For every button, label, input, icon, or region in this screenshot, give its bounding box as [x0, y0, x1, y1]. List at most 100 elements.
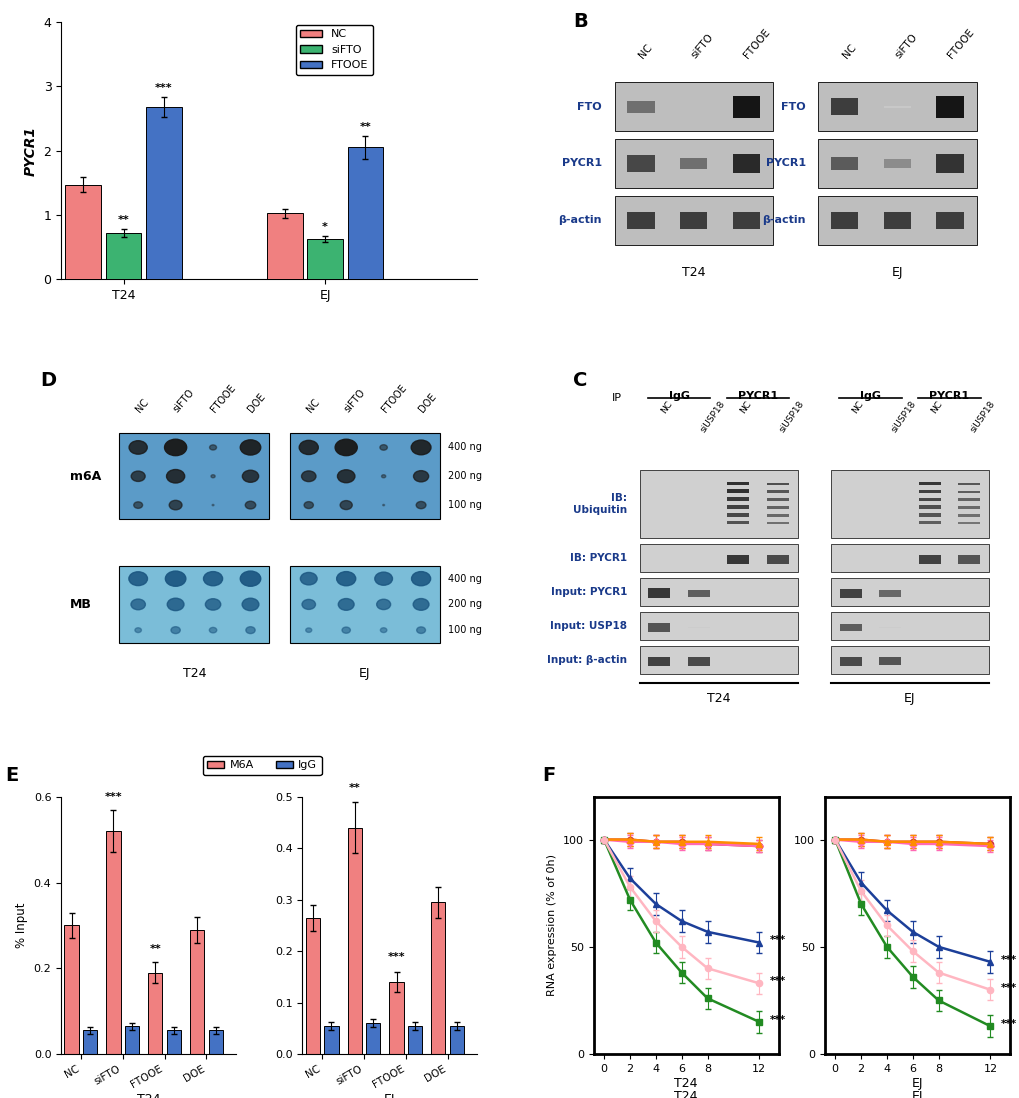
Bar	[839, 624, 861, 631]
Text: FTOOE: FTOOE	[945, 27, 975, 60]
Text: PYCR1: PYCR1	[928, 391, 969, 402]
Text: 100 ng: 100 ng	[447, 625, 482, 635]
Circle shape	[205, 598, 220, 610]
Text: Input: USP18: Input: USP18	[549, 621, 627, 631]
Circle shape	[413, 471, 428, 482]
Bar	[766, 506, 788, 508]
Circle shape	[304, 502, 313, 508]
Text: FTOOE: FTOOE	[209, 383, 237, 414]
Circle shape	[135, 628, 142, 632]
Text: siUSP18: siUSP18	[890, 399, 917, 434]
Text: ***: ***	[1000, 983, 1016, 993]
Text: ***: ***	[1000, 955, 1016, 965]
Text: IgG: IgG	[859, 391, 880, 402]
Text: siFTO: siFTO	[341, 388, 367, 414]
Text: NC: NC	[840, 43, 857, 60]
Bar	[190, 930, 204, 1054]
Bar	[289, 565, 439, 643]
Text: ***: ***	[105, 792, 122, 802]
Text: 400 ng: 400 ng	[447, 573, 482, 584]
Bar	[839, 589, 861, 598]
Circle shape	[209, 627, 217, 632]
Text: PYCR1: PYCR1	[765, 158, 805, 168]
Bar	[106, 233, 141, 279]
Text: **: **	[117, 215, 129, 225]
Circle shape	[374, 572, 392, 585]
Bar	[648, 589, 669, 598]
Circle shape	[242, 598, 259, 610]
Text: EJ: EJ	[903, 693, 915, 705]
Bar	[324, 1026, 338, 1054]
Circle shape	[380, 628, 386, 632]
Bar	[347, 147, 383, 279]
Bar	[148, 973, 162, 1054]
Circle shape	[246, 627, 255, 634]
Text: 400 ng: 400 ng	[447, 442, 482, 452]
Text: ***: ***	[769, 1015, 785, 1024]
Bar	[830, 157, 858, 170]
Circle shape	[339, 501, 352, 509]
Bar	[918, 522, 940, 525]
Bar	[766, 522, 788, 525]
Bar	[918, 497, 940, 501]
Text: 100 ng: 100 ng	[447, 500, 482, 511]
Circle shape	[240, 571, 261, 586]
Bar	[727, 554, 749, 564]
Bar	[106, 831, 120, 1054]
Text: **: **	[149, 944, 161, 954]
Legend: M6A, IgG: M6A, IgG	[203, 755, 321, 775]
Text: FTOOE: FTOOE	[379, 383, 408, 414]
Text: β-actin: β-actin	[558, 215, 601, 225]
X-axis label: T24: T24	[674, 1076, 697, 1089]
Bar	[65, 184, 101, 279]
Bar	[680, 105, 706, 109]
Bar	[830, 646, 988, 674]
Bar	[639, 613, 797, 640]
Bar	[958, 514, 979, 517]
Bar	[389, 982, 404, 1054]
Bar	[289, 433, 439, 519]
Text: FTO: FTO	[577, 102, 601, 112]
Circle shape	[211, 474, 215, 478]
Bar	[727, 497, 749, 501]
Text: siUSP18: siUSP18	[777, 399, 805, 434]
Text: IP: IP	[611, 393, 621, 403]
Circle shape	[302, 471, 316, 482]
Bar	[958, 522, 979, 525]
Circle shape	[299, 440, 318, 455]
Bar	[613, 195, 772, 245]
Bar	[958, 556, 979, 563]
Bar	[918, 505, 940, 508]
Bar	[935, 155, 963, 172]
Circle shape	[212, 504, 214, 506]
Bar	[878, 590, 900, 597]
Circle shape	[209, 445, 216, 450]
Bar	[627, 101, 654, 113]
Bar	[766, 482, 788, 485]
Bar	[648, 657, 669, 666]
Bar	[727, 482, 749, 485]
Y-axis label: RNA expression (% of 0h): RNA expression (% of 0h)	[547, 854, 557, 996]
Text: T24: T24	[706, 693, 730, 705]
Bar	[648, 624, 669, 631]
Bar	[766, 514, 788, 517]
Bar	[64, 926, 78, 1054]
Bar	[639, 470, 797, 538]
Bar	[627, 212, 654, 228]
Text: Input: β-actin: Input: β-actin	[546, 656, 627, 665]
Circle shape	[171, 627, 180, 634]
Bar	[882, 212, 910, 228]
Text: m6A: m6A	[69, 470, 101, 483]
Bar	[830, 545, 988, 572]
Bar	[882, 105, 910, 108]
Text: siUSP18: siUSP18	[698, 399, 727, 434]
Bar	[449, 1026, 464, 1054]
Text: FTO: FTO	[781, 102, 805, 112]
Circle shape	[376, 600, 390, 609]
Text: *: *	[322, 222, 328, 232]
Circle shape	[381, 474, 385, 478]
Text: D: D	[41, 371, 56, 390]
Bar	[687, 657, 709, 665]
Circle shape	[413, 598, 429, 610]
Circle shape	[337, 470, 355, 483]
